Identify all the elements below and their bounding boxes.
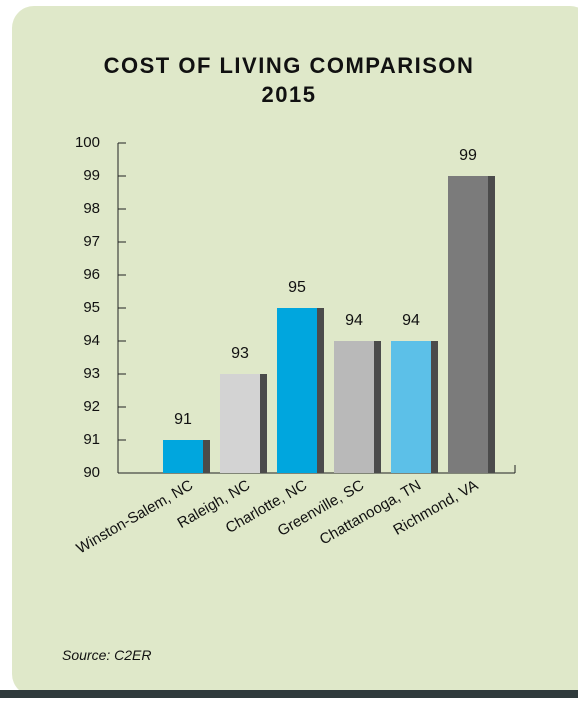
chart-title: COST OF LIVING COMPARISON [104,53,475,78]
bar-side [317,308,324,473]
y-tick-label: 99 [83,167,100,184]
bar [220,374,260,473]
value-label: 95 [288,279,306,296]
bar-side [260,374,267,473]
y-tick-label: 91 [83,431,100,448]
y-tick-label: 100 [75,134,100,151]
y-tick-label: 98 [83,200,100,217]
y-tick-label: 94 [83,332,100,349]
y-tick-label: 93 [83,365,100,382]
value-label: 91 [174,411,192,428]
value-label: 93 [231,345,249,362]
y-tick-label: 97 [83,233,100,250]
bar-side [203,440,210,473]
y-tick-label: 96 [83,266,100,283]
bar-side [488,176,495,473]
y-tick-label: 95 [83,299,100,316]
value-label: 94 [402,312,420,329]
bar [277,308,317,473]
bar [448,176,488,473]
bar [163,440,203,473]
bottom-strip [0,690,578,698]
y-tick-label: 90 [83,464,100,481]
source: Source: C2ER [62,647,151,663]
bar [334,341,374,473]
value-label: 94 [345,312,363,329]
bar-side [374,341,381,473]
value-label: 99 [459,147,477,164]
y-tick-label: 92 [83,398,100,415]
bar-side [431,341,438,473]
chart-subtitle: 2015 [262,82,317,107]
bar [391,341,431,473]
